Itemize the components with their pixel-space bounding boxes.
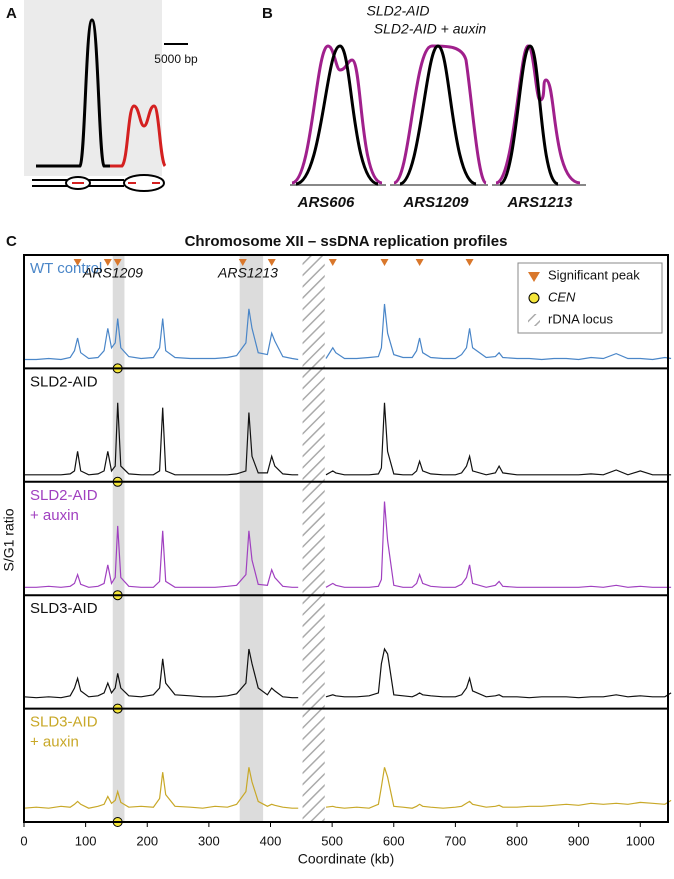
y-axis-label: S/G1 ratio bbox=[1, 508, 17, 571]
significant-peak bbox=[73, 259, 82, 266]
x-tick-label: 700 bbox=[445, 833, 467, 848]
legend-symbol bbox=[528, 272, 540, 282]
track-label: SLD2-AID bbox=[30, 487, 98, 504]
legend-text: SLD2-AID + auxin bbox=[374, 21, 487, 37]
legend-symbol bbox=[528, 314, 540, 326]
significant-peak bbox=[415, 259, 424, 266]
significant-peak bbox=[267, 259, 276, 266]
track-label: SLD3-AID bbox=[30, 600, 98, 617]
origin-label: ARS1213 bbox=[506, 194, 573, 211]
legend-symbol bbox=[528, 292, 540, 304]
legend-label: Significant peak bbox=[548, 267, 640, 282]
track-label: SLD3-AID bbox=[30, 714, 98, 731]
legend-box bbox=[517, 262, 663, 334]
x-tick-label: 100 bbox=[75, 833, 97, 848]
x-tick-label: 0 bbox=[20, 833, 27, 848]
x-tick-label: 500 bbox=[321, 833, 343, 848]
significant-peak bbox=[113, 259, 122, 266]
x-tick-label: 600 bbox=[383, 833, 405, 848]
x-tick-label: 300 bbox=[198, 833, 220, 848]
bubble-right bbox=[123, 174, 165, 192]
significant-peak bbox=[238, 259, 247, 266]
significant-peak bbox=[380, 259, 389, 266]
track-label: WT control bbox=[30, 260, 102, 277]
scale-bar-label: 5000 bp bbox=[154, 52, 198, 66]
track-label: + auxin bbox=[30, 734, 79, 751]
x-tick-label: 800 bbox=[506, 833, 528, 848]
profile-line bbox=[23, 647, 672, 699]
annotation: ARS1213 bbox=[217, 265, 278, 281]
x-tick-label: 1000 bbox=[626, 833, 655, 848]
double-peak-curve bbox=[110, 104, 167, 168]
panel-label: A bbox=[6, 5, 17, 22]
x-tick-label: 900 bbox=[568, 833, 590, 848]
x-tick-label: 400 bbox=[260, 833, 282, 848]
significant-peak bbox=[103, 259, 112, 266]
track-label: + auxin bbox=[30, 507, 79, 524]
panel-a-bg bbox=[24, 0, 162, 176]
plot-area: WT control SLD2-AID SLD2-AID + auxin SLD3-AI… bbox=[20, 254, 672, 848]
legend-label: rDNA locus bbox=[548, 311, 614, 326]
panel-label: B bbox=[262, 5, 273, 22]
profile-line bbox=[24, 501, 672, 588]
legend-text: SLD2-AID bbox=[366, 3, 429, 19]
rdna-region bbox=[302, 255, 325, 822]
chart-title: Chromosome XII – ssDNA replication profi… bbox=[185, 233, 508, 250]
panel-label: C bbox=[6, 233, 17, 250]
profile-line bbox=[24, 402, 672, 476]
significant-peak bbox=[328, 259, 337, 266]
profile-line bbox=[23, 767, 672, 809]
origin-label: ARS1209 bbox=[402, 194, 469, 211]
peak-curve bbox=[36, 18, 122, 168]
x-axis-label: Coordinate (kb) bbox=[298, 851, 395, 867]
annotation: ARS1209 bbox=[82, 265, 143, 281]
origin-profiles bbox=[290, 44, 586, 186]
shaded-region bbox=[239, 255, 264, 822]
profile-line bbox=[24, 303, 672, 361]
bubble-left bbox=[32, 176, 124, 190]
plot-frame bbox=[23, 254, 669, 823]
track-label: SLD2-AID bbox=[30, 373, 98, 390]
significant-peak bbox=[465, 259, 474, 266]
legend-label: CEN bbox=[548, 289, 576, 304]
x-tick-label: 200 bbox=[136, 833, 158, 848]
origin-label: ARS606 bbox=[297, 194, 355, 211]
